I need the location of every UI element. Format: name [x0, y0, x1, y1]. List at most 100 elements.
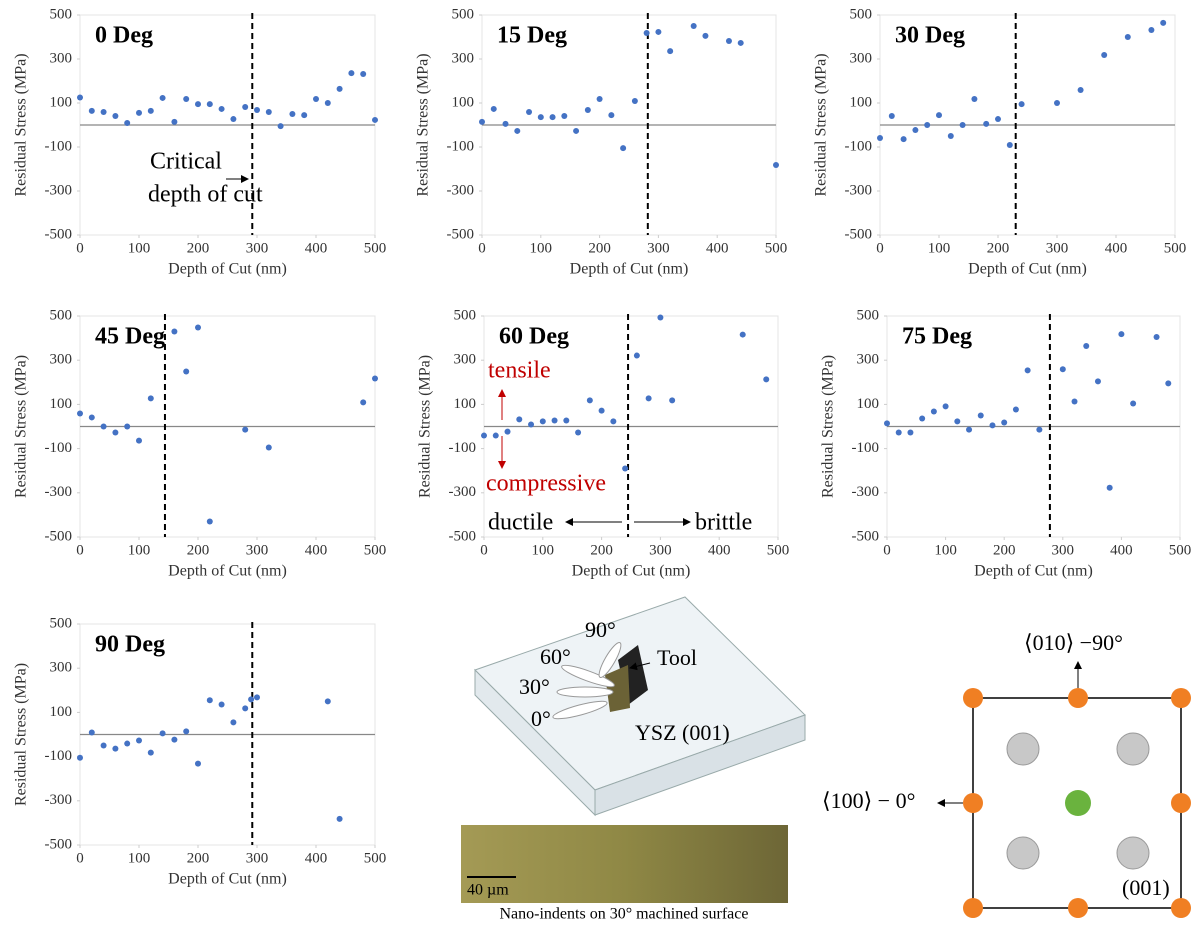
direction-label: ⟨010⟩ −90° — [1024, 630, 1123, 655]
data-point — [124, 740, 131, 747]
y-tick-label: 300 — [454, 352, 477, 368]
data-point — [573, 127, 580, 134]
y-tick-label: -100 — [447, 138, 475, 154]
y-axis-title: Residual Stress (MPa) — [415, 53, 432, 196]
data-point — [631, 98, 638, 105]
data-point — [514, 127, 521, 134]
x-tick-label: 200 — [993, 542, 1016, 558]
x-tick-label: 400 — [706, 240, 729, 256]
y-tick-label: -500 — [45, 226, 73, 242]
data-point — [147, 107, 154, 114]
data-point — [924, 122, 931, 128]
data-point — [657, 314, 664, 321]
y-tick-label: 100 — [857, 396, 880, 412]
x-tick-label: 500 — [765, 240, 788, 256]
y-tick-label: -100 — [845, 138, 873, 154]
data-point — [608, 112, 615, 119]
data-point — [248, 696, 255, 703]
y-axis-title: Residual Stress (MPa) — [13, 663, 30, 806]
x-tick-label: 200 — [590, 542, 613, 558]
data-point — [549, 114, 556, 121]
annotation: brittle — [695, 510, 752, 536]
y-tick-label: 100 — [50, 396, 73, 412]
data-point — [1077, 87, 1084, 94]
data-point — [598, 407, 605, 414]
y-tick-label: -300 — [447, 182, 475, 198]
data-point — [183, 368, 190, 375]
y-tick-label: 500 — [857, 307, 880, 323]
data-point — [633, 352, 640, 359]
data-point — [136, 437, 142, 444]
data-point — [183, 96, 190, 103]
x-tick-label: 0 — [478, 240, 486, 256]
x-tick-label: 400 — [708, 542, 731, 558]
y-tick-label: -300 — [45, 792, 73, 808]
x-tick-label: 300 — [1052, 542, 1075, 558]
data-point — [313, 96, 319, 103]
data-point — [622, 465, 629, 472]
y-tick-label: -500 — [447, 226, 475, 242]
data-point — [610, 418, 617, 425]
data-point — [895, 429, 902, 436]
y-axis-title: Residual Stress (MPa) — [417, 355, 434, 498]
data-point — [159, 94, 166, 101]
data-point — [690, 23, 697, 29]
panel-title: 60 Deg — [499, 324, 569, 350]
data-point — [888, 112, 895, 119]
data-point — [584, 107, 591, 114]
annotation: tensile — [488, 358, 551, 384]
x-tick-label: 300 — [246, 542, 269, 558]
data-point — [739, 331, 746, 338]
data-point — [936, 112, 942, 119]
data-point — [643, 30, 650, 37]
data-point — [136, 109, 142, 116]
data-point — [504, 428, 511, 435]
data-point — [195, 101, 201, 108]
data-point — [242, 426, 249, 433]
x-tick-label: 200 — [187, 240, 210, 256]
data-point — [88, 107, 95, 114]
data-point — [218, 105, 225, 112]
data-point — [88, 729, 95, 736]
x-tick-label: 200 — [187, 542, 210, 558]
x-tick-label: 200 — [187, 850, 210, 866]
data-point — [1006, 142, 1013, 149]
data-point — [620, 145, 627, 152]
x-tick-label: 200 — [588, 240, 611, 256]
x-tick-label: 100 — [128, 850, 151, 866]
y-tick-label: -100 — [45, 440, 73, 456]
sample-label: YSZ (001) — [635, 720, 730, 745]
y-tick-label: 500 — [50, 615, 73, 631]
x-axis-title: Depth of Cut (nm) — [572, 563, 691, 580]
x-tick-label: 400 — [305, 542, 328, 558]
data-point — [492, 432, 499, 439]
y-axis-title: Residual Stress (MPa) — [13, 355, 30, 498]
y-axis-title: Residual Stress (MPa) — [813, 53, 830, 196]
x-tick-label: 300 — [1046, 240, 1069, 256]
data-point — [1054, 100, 1060, 106]
x-axis-title: Depth of Cut (nm) — [168, 871, 287, 888]
scale-bar-label: 40 µm — [467, 882, 509, 899]
data-point — [324, 100, 331, 106]
data-point — [575, 429, 582, 436]
y-tick-label: -300 — [45, 182, 73, 198]
x-tick-label: 400 — [305, 240, 328, 256]
data-point — [124, 423, 131, 430]
y-tick-label: -100 — [852, 440, 880, 456]
y-tick-label: -500 — [45, 528, 73, 544]
data-point — [77, 94, 83, 101]
data-point — [1024, 367, 1031, 374]
data-point — [230, 719, 237, 726]
data-point — [1165, 380, 1172, 387]
data-point — [1101, 52, 1108, 59]
x-tick-label: 0 — [876, 240, 884, 256]
x-tick-label: 400 — [1105, 240, 1128, 256]
x-axis-title: Depth of Cut (nm) — [168, 563, 287, 580]
data-point — [655, 28, 662, 35]
y-tick-label: 100 — [452, 94, 475, 110]
y-tick-label: 100 — [50, 94, 73, 110]
data-point — [124, 120, 131, 127]
y-tick-label: 300 — [50, 660, 73, 676]
annotation: ductile — [488, 510, 553, 536]
